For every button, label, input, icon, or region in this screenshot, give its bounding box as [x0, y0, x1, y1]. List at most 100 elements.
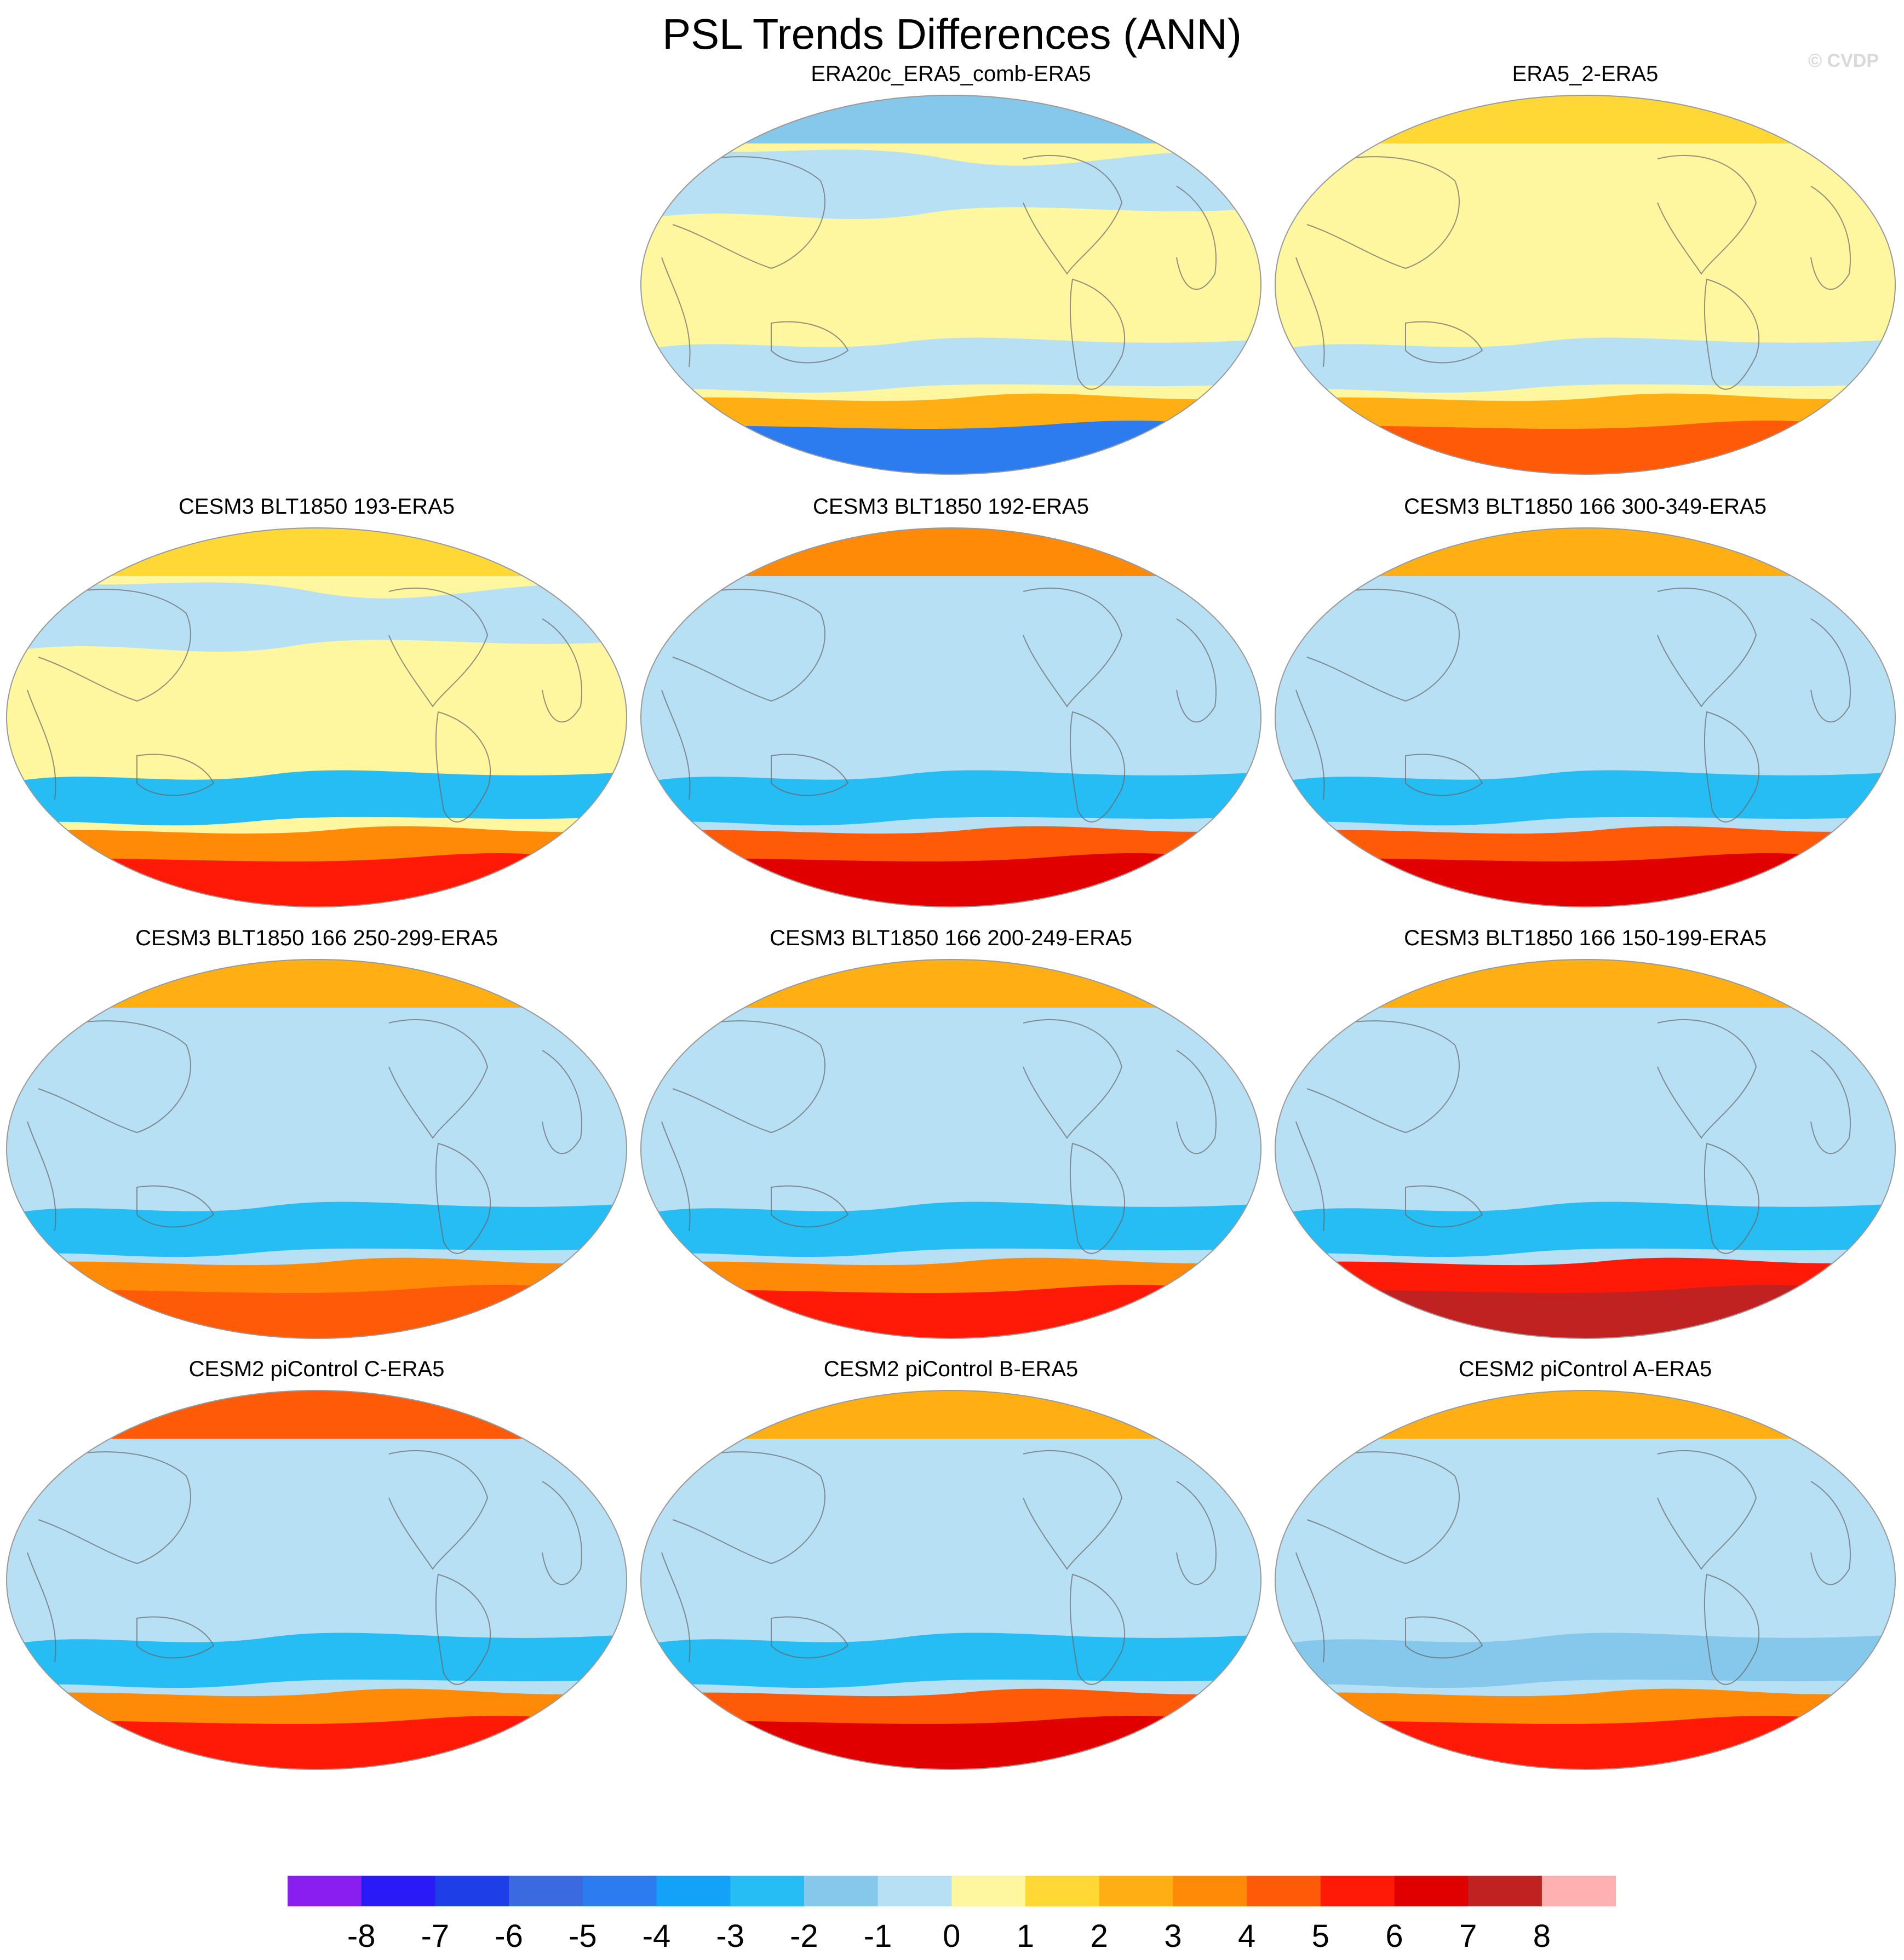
- colorbar-swatch: [1099, 1876, 1173, 1906]
- colorbar-swatch: [1541, 1876, 1616, 1906]
- colorbar-swatch: [1320, 1876, 1395, 1906]
- cvdp-watermark: © CVDP: [1808, 50, 1879, 71]
- arctic-band: [7, 959, 627, 1008]
- antarctic-band: [641, 421, 1261, 474]
- map-plot: [640, 959, 1261, 1339]
- panel-title: CESM2 piControl A-ERA5: [1458, 1357, 1712, 1381]
- map-plot: [1275, 959, 1896, 1339]
- map-border: [6, 527, 627, 907]
- southern-midlatitude-band: [1275, 1633, 1895, 1688]
- colorbar-tick-label: 3: [1164, 1918, 1182, 1954]
- colorbar-tick-label: 6: [1385, 1918, 1403, 1954]
- colorbar-swatch: [951, 1876, 1026, 1906]
- arctic-band: [1275, 528, 1895, 576]
- colorbar-swatch: [656, 1876, 731, 1906]
- map-border: [640, 527, 1261, 907]
- map-border: [1275, 959, 1896, 1339]
- panel-title: CESM2 piControl C-ERA5: [188, 1357, 445, 1381]
- panel-title: ERA20c_ERA5_comb-ERA5: [811, 62, 1091, 86]
- panel-title: CESM3 BLT1850 166 250-299-ERA5: [135, 926, 498, 950]
- map-border: [640, 959, 1261, 1339]
- arctic-band: [1275, 95, 1895, 143]
- southern-midlatitude-band: [1275, 770, 1895, 826]
- arctic-band: [641, 95, 1261, 143]
- panel-title: CESM3 BLT1850 166 150-199-ERA5: [1404, 926, 1767, 950]
- arctic-band: [1275, 1390, 1895, 1439]
- panel-title: ERA5_2-ERA5: [1512, 62, 1659, 86]
- antarctic-band: [1275, 1716, 1895, 1769]
- map-panel: CESM3 BLT1850 193-ERA5: [5, 493, 628, 907]
- antarctic-band: [1275, 421, 1895, 474]
- map-plot: [6, 527, 627, 907]
- southern-midlatitude-band: [7, 1202, 627, 1257]
- colorbar-tick-label: -4: [643, 1918, 671, 1954]
- coastline-outlines: [661, 1019, 1217, 1254]
- colorbar-tick-label: 0: [943, 1918, 960, 1954]
- southern-midlatitude-band: [1275, 337, 1895, 393]
- northern-midlatitude-band: [7, 1439, 627, 1514]
- antarctic-band: [7, 1716, 627, 1769]
- northern-midlatitude-band: [641, 576, 1261, 652]
- colorbar-tick-label: -2: [790, 1918, 818, 1954]
- southern-midlatitude-band: [1275, 1202, 1895, 1257]
- colorbar-swatch: [730, 1876, 805, 1906]
- colorbar-tick-label: -8: [347, 1918, 376, 1954]
- coastline-outlines: [661, 1450, 1217, 1685]
- colorbar-swatch: [1247, 1876, 1321, 1906]
- arctic-band: [1275, 959, 1895, 1008]
- northern-midlatitude-band: [641, 1008, 1261, 1083]
- arctic-band: [641, 528, 1261, 576]
- colorbar-swatch: [435, 1876, 509, 1906]
- colorbar-tick-label: -1: [864, 1918, 892, 1954]
- southern-ocean-band: [641, 826, 1261, 865]
- southern-ocean-band: [1275, 826, 1895, 865]
- colorbar-tick-label: -6: [495, 1918, 523, 1954]
- colorbar-swatch: [878, 1876, 952, 1906]
- southern-midlatitude-band: [641, 337, 1261, 393]
- map-panel: CESM3 BLT1850 166 150-199-ERA5: [1274, 924, 1896, 1339]
- northern-midlatitude-band: [7, 576, 627, 652]
- coastline-outlines: [1295, 587, 1851, 823]
- northern-midlatitude-band: [641, 1439, 1261, 1514]
- map-plot: [640, 1390, 1261, 1770]
- coastline-outlines: [661, 154, 1217, 390]
- antarctic-band: [1275, 853, 1895, 907]
- antarctic-band: [641, 853, 1261, 907]
- antarctic-band: [7, 1285, 627, 1338]
- panel-title: CESM2 piControl B-ERA5: [823, 1357, 1079, 1381]
- coastline-outlines: [1295, 1450, 1851, 1685]
- southern-midlatitude-band: [641, 1633, 1261, 1688]
- map-panel: CESM3 BLT1850 166 200-249-ERA5: [640, 924, 1262, 1339]
- map-border: [1275, 95, 1896, 475]
- arctic-band: [7, 1390, 627, 1439]
- colorbar-swatch: [288, 1876, 362, 1906]
- panel-title: CESM3 BLT1850 166 200-249-ERA5: [770, 926, 1132, 950]
- map-panel: CESM2 piControl A-ERA5: [1274, 1355, 1896, 1770]
- arctic-band: [641, 959, 1261, 1008]
- map-plot: [1275, 95, 1896, 475]
- southern-ocean-band: [7, 826, 627, 865]
- panel-title: CESM3 BLT1850 193-ERA5: [179, 495, 455, 519]
- southern-ocean-band: [1275, 1257, 1895, 1297]
- panel-title: CESM3 BLT1850 192-ERA5: [813, 495, 1089, 519]
- panel-title: CESM3 BLT1850 166 300-349-ERA5: [1404, 495, 1767, 519]
- colorbar-swatch: [1173, 1876, 1247, 1906]
- map-plot: [1275, 1390, 1896, 1770]
- map-panel: ERA20c_ERA5_comb-ERA5: [640, 60, 1262, 475]
- colorbar-tick-label: -5: [569, 1918, 597, 1954]
- map-border: [1275, 1390, 1896, 1770]
- map-panel: CESM3 BLT1850 192-ERA5: [640, 493, 1262, 907]
- colorbar-swatch: [509, 1876, 583, 1906]
- figure-title: PSL Trends Differences (ANN): [662, 10, 1242, 58]
- colorbar-tick-label: 8: [1533, 1918, 1551, 1954]
- colorbar-swatch: [1025, 1876, 1100, 1906]
- northern-midlatitude-band: [1275, 576, 1895, 652]
- arctic-band: [641, 1390, 1261, 1439]
- map-panel: CESM3 BLT1850 166 250-299-ERA5: [5, 924, 628, 1339]
- map-panel: CESM2 piControl C-ERA5: [5, 1355, 628, 1770]
- southern-ocean-band: [641, 1257, 1261, 1297]
- southern-midlatitude-band: [7, 770, 627, 826]
- antarctic-band: [7, 853, 627, 907]
- southern-midlatitude-band: [7, 1633, 627, 1688]
- southern-ocean-band: [1275, 393, 1895, 433]
